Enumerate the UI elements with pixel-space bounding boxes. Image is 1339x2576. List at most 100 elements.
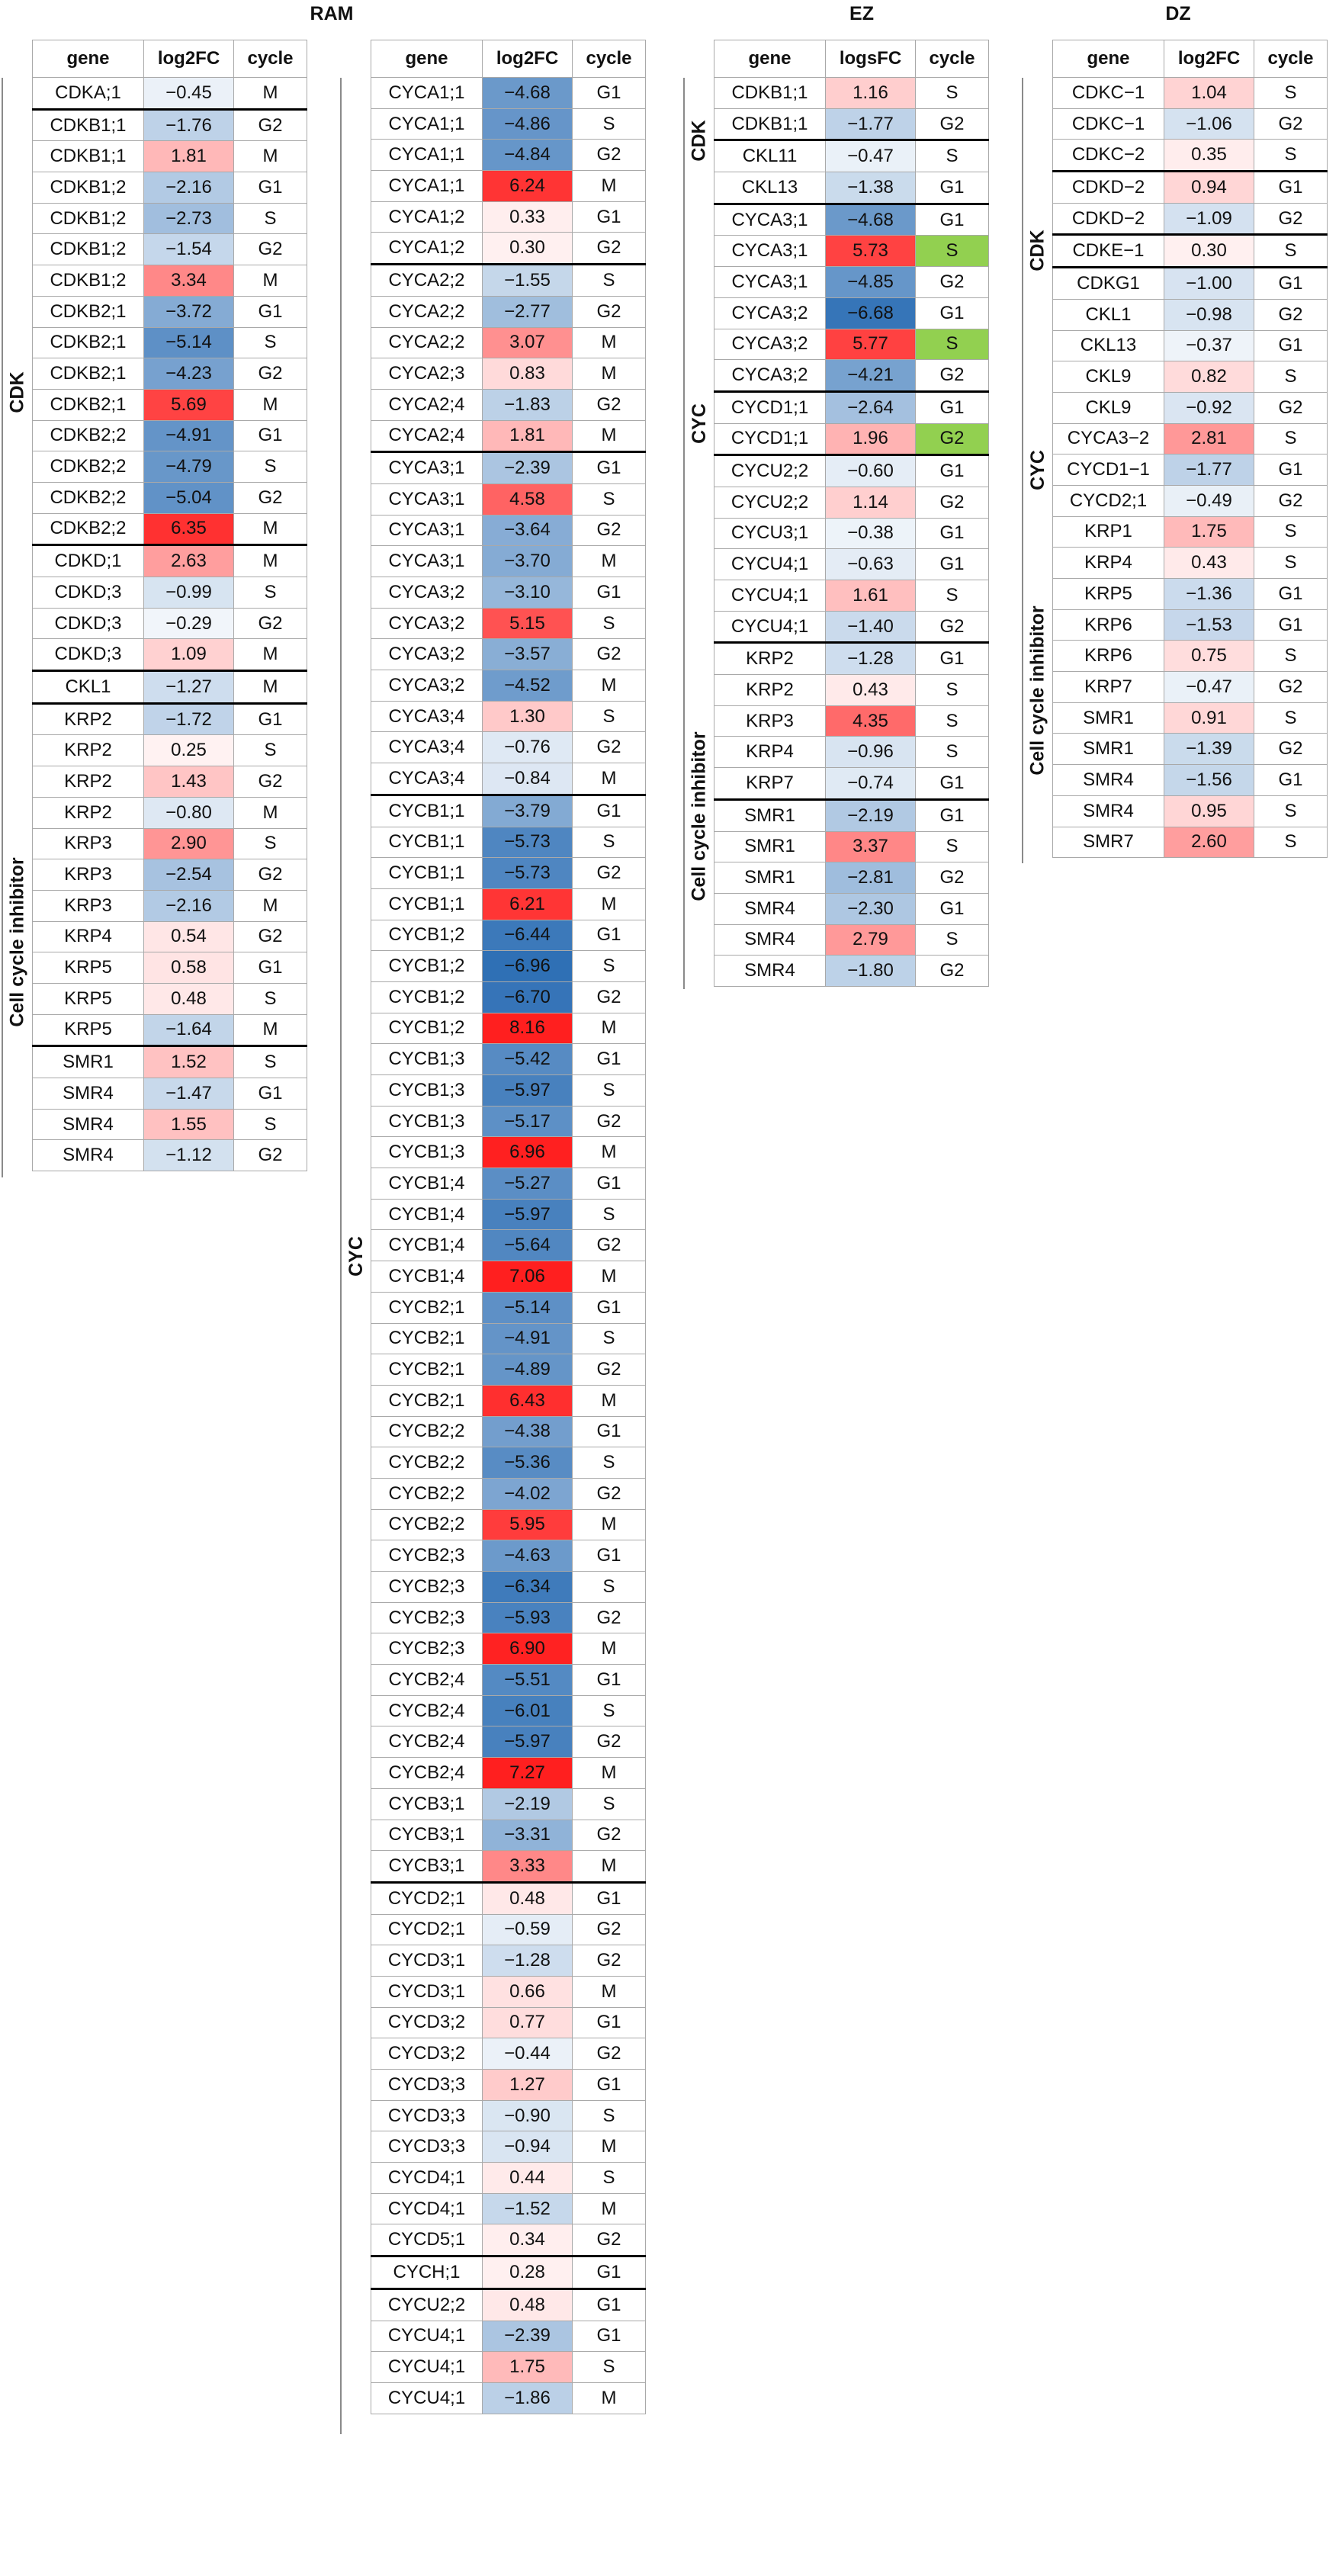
gene-table: gene log2FC cycle CYCA1;1 −4.68 G1 CYCA1;1 −4.8… bbox=[371, 40, 646, 2414]
gene-name-cell: CYCA3;2 bbox=[714, 297, 826, 329]
gene-name-cell: CYCD1;1 bbox=[714, 422, 826, 456]
log2fc-value-cell: 3.07 bbox=[482, 326, 573, 359]
table-row: CDKB1;1 1.81 M bbox=[32, 140, 307, 173]
table-row: CYCA3;1 −4.68 G1 bbox=[714, 202, 989, 236]
log2fc-value-cell: 5.69 bbox=[143, 388, 234, 421]
cycle-phase-cell: G2 bbox=[572, 1726, 646, 1759]
gene-name-cell: CYCD1;1 bbox=[714, 390, 826, 424]
table-row: KRP2 0.43 S bbox=[714, 674, 989, 706]
log2fc-value-cell: −5.14 bbox=[482, 1291, 573, 1324]
cycle-phase-cell: M bbox=[572, 1633, 646, 1665]
log2fc-value-cell: 4.35 bbox=[825, 705, 916, 737]
log2fc-value-cell: −0.84 bbox=[482, 763, 573, 795]
cycle-phase-cell: M bbox=[572, 1261, 646, 1293]
gene-name-cell: CYCB1;3 bbox=[371, 1105, 483, 1138]
log2fc-value-cell: −1.53 bbox=[1164, 609, 1254, 641]
table-row: CYCA1;2 0.33 G1 bbox=[371, 201, 646, 233]
group-label-text: CDK bbox=[6, 371, 28, 413]
panel-title-ram: RAM bbox=[310, 3, 354, 24]
gene-name-cell: KRP3 bbox=[714, 705, 826, 737]
cycle-phase-cell: S bbox=[1254, 702, 1328, 734]
cycle-phase-cell: M bbox=[572, 358, 646, 390]
log2fc-value-cell: −5.73 bbox=[482, 826, 573, 859]
table-row: CDKC−2 0.35 S bbox=[1052, 139, 1328, 172]
gene-name-cell: KRP2 bbox=[32, 702, 144, 736]
log2fc-value-cell: 3.33 bbox=[482, 1850, 573, 1883]
table-row: CYCA3;1 −3.70 M bbox=[371, 545, 646, 577]
gene-name-cell: CYCB2;3 bbox=[371, 1601, 483, 1634]
table-row: CYCU4;1 −0.63 G1 bbox=[714, 548, 989, 580]
gene-name-cell: SMR4 bbox=[32, 1139, 144, 1172]
log2fc-value-cell: −5.97 bbox=[482, 1198, 573, 1231]
cycle-phase-cell: G2 bbox=[572, 1945, 646, 1977]
cycle-phase-cell: G1 bbox=[572, 1291, 646, 1324]
log2fc-value-cell: −4.91 bbox=[143, 419, 234, 452]
gene-name-cell: SMR1 bbox=[714, 830, 826, 863]
table-row: CYCU4;1 −1.86 M bbox=[371, 2382, 646, 2414]
cycle-phase-cell: G2 bbox=[572, 295, 646, 328]
gene-name-cell: CYCA3−2 bbox=[1052, 422, 1164, 455]
log2fc-value-cell: −1.06 bbox=[1164, 108, 1254, 140]
table-row: CYCA2;4 1.81 M bbox=[371, 419, 646, 453]
header-row: gene log2FC cycle bbox=[1052, 40, 1328, 78]
log2fc-value-cell: 1.81 bbox=[482, 419, 573, 453]
column-header-log2fc: log2FC bbox=[482, 40, 573, 78]
cycle-phase-cell: S bbox=[572, 1787, 646, 1820]
log2fc-value-cell: −1.56 bbox=[1164, 764, 1254, 796]
cycle-phase-cell: G1 bbox=[233, 419, 307, 452]
gene-name-cell: CYCD2;1 bbox=[371, 1881, 483, 1915]
log2fc-value-cell: 0.77 bbox=[482, 2006, 573, 2039]
table-row: KRP6 −1.53 G1 bbox=[1052, 609, 1328, 641]
gene-name-cell: CYCD2;1 bbox=[1052, 484, 1164, 517]
cycle-phase-cell: S bbox=[915, 736, 989, 769]
log2fc-value-cell: −0.98 bbox=[1164, 298, 1254, 331]
gene-name-cell: CDKC−2 bbox=[1052, 139, 1164, 172]
cycle-phase-cell: G2 bbox=[1254, 202, 1328, 236]
cycle-phase-cell: M bbox=[572, 545, 646, 577]
table-row: CYCB2;3 −6.34 S bbox=[371, 1571, 646, 1603]
gene-name-cell: CDKD;3 bbox=[32, 607, 144, 640]
column-header-gene: gene bbox=[371, 40, 483, 78]
gene-name-cell: CDKB1;2 bbox=[32, 202, 144, 235]
gene-name-cell: CYCA3;4 bbox=[371, 731, 483, 764]
table-row: CKL1 −1.27 M bbox=[32, 670, 307, 704]
gene-name-cell: CYCB2;4 bbox=[371, 1694, 483, 1727]
gene-name-cell: CYCU4;1 bbox=[371, 2351, 483, 2383]
gene-name-cell: CKL13 bbox=[1052, 329, 1164, 362]
cycle-phase-cell: G1 bbox=[572, 2287, 646, 2321]
cycle-phase-cell: S bbox=[233, 734, 307, 767]
table-row: SMR4 −1.56 G1 bbox=[1052, 764, 1328, 796]
table-row: CYCU4;1 1.61 S bbox=[714, 580, 989, 612]
table-row: SMR4 −2.30 G1 bbox=[714, 892, 989, 925]
gene-name-cell: CDKE−1 bbox=[1052, 233, 1164, 268]
gene-name-cell: CYCB1;1 bbox=[371, 857, 483, 889]
table-row: SMR4 1.55 S bbox=[32, 1108, 307, 1141]
cycle-phase-cell: G1 bbox=[915, 172, 989, 204]
cycle-phase-cell: M bbox=[233, 544, 307, 577]
table-row: CDKB2;2 6.35 M bbox=[32, 512, 307, 546]
table-row: CYCD3;2 −0.44 G2 bbox=[371, 2038, 646, 2070]
log2fc-value-cell: −0.59 bbox=[482, 1913, 573, 1946]
table-row: SMR4 −1.80 G2 bbox=[714, 955, 989, 987]
cycle-phase-cell: M bbox=[572, 1975, 646, 2008]
cycle-phase-cell: G1 bbox=[572, 1043, 646, 1075]
column-header-log2fc: log2FC bbox=[143, 40, 234, 78]
cycle-phase-cell: G2 bbox=[572, 232, 646, 265]
table-row: CDKD;3 −0.29 G2 bbox=[32, 607, 307, 640]
gene-name-cell: CDKB1;1 bbox=[714, 108, 826, 141]
cycle-phase-cell: S bbox=[572, 2162, 646, 2194]
cycle-phase-cell: G2 bbox=[915, 486, 989, 519]
gene-name-cell: CYCB2;4 bbox=[371, 1664, 483, 1696]
cycle-phase-cell: G2 bbox=[572, 1819, 646, 1852]
table-row: CDKB1;2 −2.73 S bbox=[32, 202, 307, 235]
cycle-phase-cell: M bbox=[572, 170, 646, 202]
gene-name-cell: CYCA3;1 bbox=[714, 202, 826, 236]
column-header-cycle: cycle bbox=[233, 40, 307, 78]
group-label-cell-cycle-inhibitor: Cell cycle inhibitor bbox=[685, 644, 714, 989]
cycle-phase-cell: G1 bbox=[915, 454, 989, 487]
table-row: CDKA;1 −0.45 M bbox=[32, 77, 307, 110]
panel-title-ez: EZ bbox=[849, 3, 874, 24]
log2fc-value-cell: −0.76 bbox=[482, 731, 573, 764]
cycle-phase-cell: S bbox=[233, 577, 307, 609]
gene-name-cell: CYCA1;1 bbox=[371, 77, 483, 109]
